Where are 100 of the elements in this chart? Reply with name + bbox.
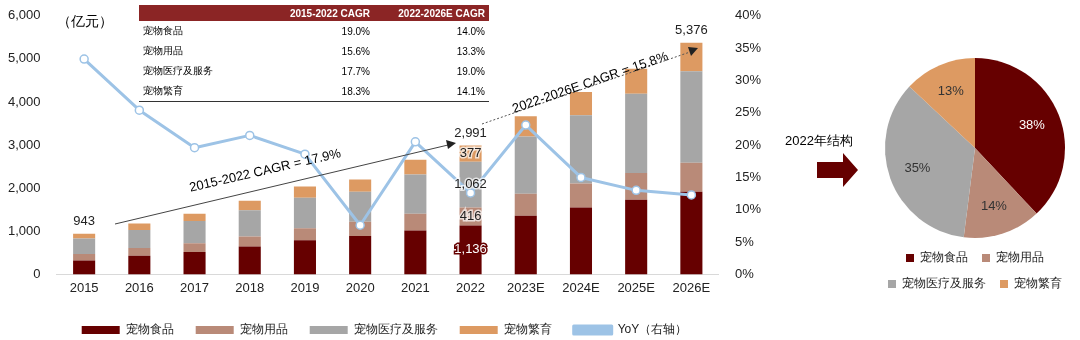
x-tick-label: 2018 [235, 279, 265, 295]
bar [183, 213, 206, 221]
bar [404, 230, 427, 275]
annotation: 宠物医疗及服务 [142, 64, 214, 78]
bar [514, 193, 537, 216]
y2-tick-label: 10% [734, 201, 762, 217]
legend-label: 宠物医疗及服务 [902, 276, 986, 291]
data-label: 35% [904, 160, 931, 176]
bar [569, 115, 593, 184]
x-tick-label: 2020 [345, 279, 375, 295]
y2-tick-label: 5% [734, 233, 755, 249]
y2-tick-label: 0% [734, 265, 755, 281]
legend-label: 宠物繁育 [503, 322, 552, 337]
y-tick-label: 6,000 [7, 7, 41, 23]
bar [349, 179, 372, 192]
y-tick-label: 1,000 [7, 222, 41, 238]
x-tick-label: 2017 [180, 279, 209, 295]
bar [514, 136, 537, 194]
annotation: 14.1% [455, 84, 486, 99]
bar [404, 213, 427, 231]
legend-label: 宠物医疗及服务 [353, 322, 438, 337]
annotation: 宠物繁育 [142, 84, 184, 98]
y2-tick-label: 35% [734, 39, 762, 55]
point [79, 54, 89, 64]
data-label: 377 [459, 145, 482, 161]
bar [514, 215, 537, 275]
bar [625, 199, 648, 275]
bar [680, 42, 703, 72]
y-tick-label: 0 [33, 265, 41, 281]
y-tick-label: 2,000 [7, 179, 41, 195]
x-tick-label: 2024E [562, 279, 601, 295]
annotation: 15.6% [340, 44, 371, 59]
legend-label: 宠物食品 [125, 322, 174, 337]
bar [349, 236, 372, 275]
annotation: 宠物食品 [142, 24, 184, 38]
y-tick-label: 5,000 [7, 50, 41, 66]
legend-label: 宠物食品 [920, 250, 968, 265]
x-tick-label: 2023E [506, 279, 545, 295]
x-tick-label: 2019 [290, 279, 320, 295]
bar [680, 71, 703, 163]
annotation: 2022-2026E CAGR [397, 6, 486, 21]
bar [680, 162, 703, 192]
legend-label: YoY（右轴） [617, 322, 688, 337]
bar [73, 260, 96, 275]
y-tick-label: 4,000 [7, 93, 41, 109]
bar [680, 191, 703, 275]
annotation: 13.3% [455, 44, 486, 59]
bar [238, 246, 261, 275]
y2-tick-label: 40% [734, 7, 762, 23]
data-label: 14% [980, 197, 1008, 213]
bar [238, 200, 261, 211]
annotation: 17.7% [340, 64, 371, 79]
point [189, 142, 200, 153]
x-tick-label: 2016 [124, 279, 154, 295]
annotation: 18.3% [340, 84, 371, 99]
bar [128, 223, 151, 231]
bar [128, 230, 151, 249]
total-label: 943 [73, 213, 95, 229]
legend-label: 宠物繁育 [1014, 276, 1062, 291]
bar [128, 255, 151, 275]
point [134, 105, 145, 115]
y2-tick-label: 30% [734, 72, 762, 88]
bar [128, 248, 151, 256]
y-axis-title: （亿元） [57, 13, 113, 31]
point [245, 130, 255, 141]
total-label: 2,991 [454, 125, 487, 141]
bar [569, 183, 593, 208]
point [686, 190, 697, 200]
bar [238, 210, 261, 237]
text: 2022年结构 [785, 132, 853, 150]
bar [293, 228, 316, 241]
bar [183, 220, 206, 244]
bar [183, 243, 206, 252]
bar [569, 207, 593, 275]
y2-tick-label: 20% [734, 136, 762, 152]
annotation: 2015-2022 CAGR [288, 6, 371, 21]
legend-label: 宠物用品 [239, 322, 288, 337]
x-tick-label: 2021 [400, 279, 430, 295]
annotation: 19.0% [340, 24, 371, 39]
x-tick-label: 2015 [69, 279, 99, 295]
data-label: 416 [459, 208, 482, 224]
point [576, 172, 586, 183]
bar [404, 159, 427, 175]
bar [238, 236, 261, 247]
annotation: 宠物用品 [142, 44, 184, 58]
bar [625, 93, 648, 174]
bar [293, 186, 316, 198]
x-tick-label: 2026E [672, 279, 711, 295]
x-tick-label: 2025E [617, 279, 656, 295]
data-label: 38% [1018, 117, 1046, 133]
point [410, 137, 421, 147]
bar [183, 251, 206, 275]
annotation: 19.0% [455, 64, 486, 79]
bar [73, 238, 96, 254]
annotation: 14.0% [455, 24, 486, 39]
y2-tick-label: 25% [734, 104, 762, 120]
bar [293, 197, 316, 229]
bar [404, 174, 427, 214]
data-label: 13% [937, 83, 965, 99]
bar [73, 253, 96, 261]
